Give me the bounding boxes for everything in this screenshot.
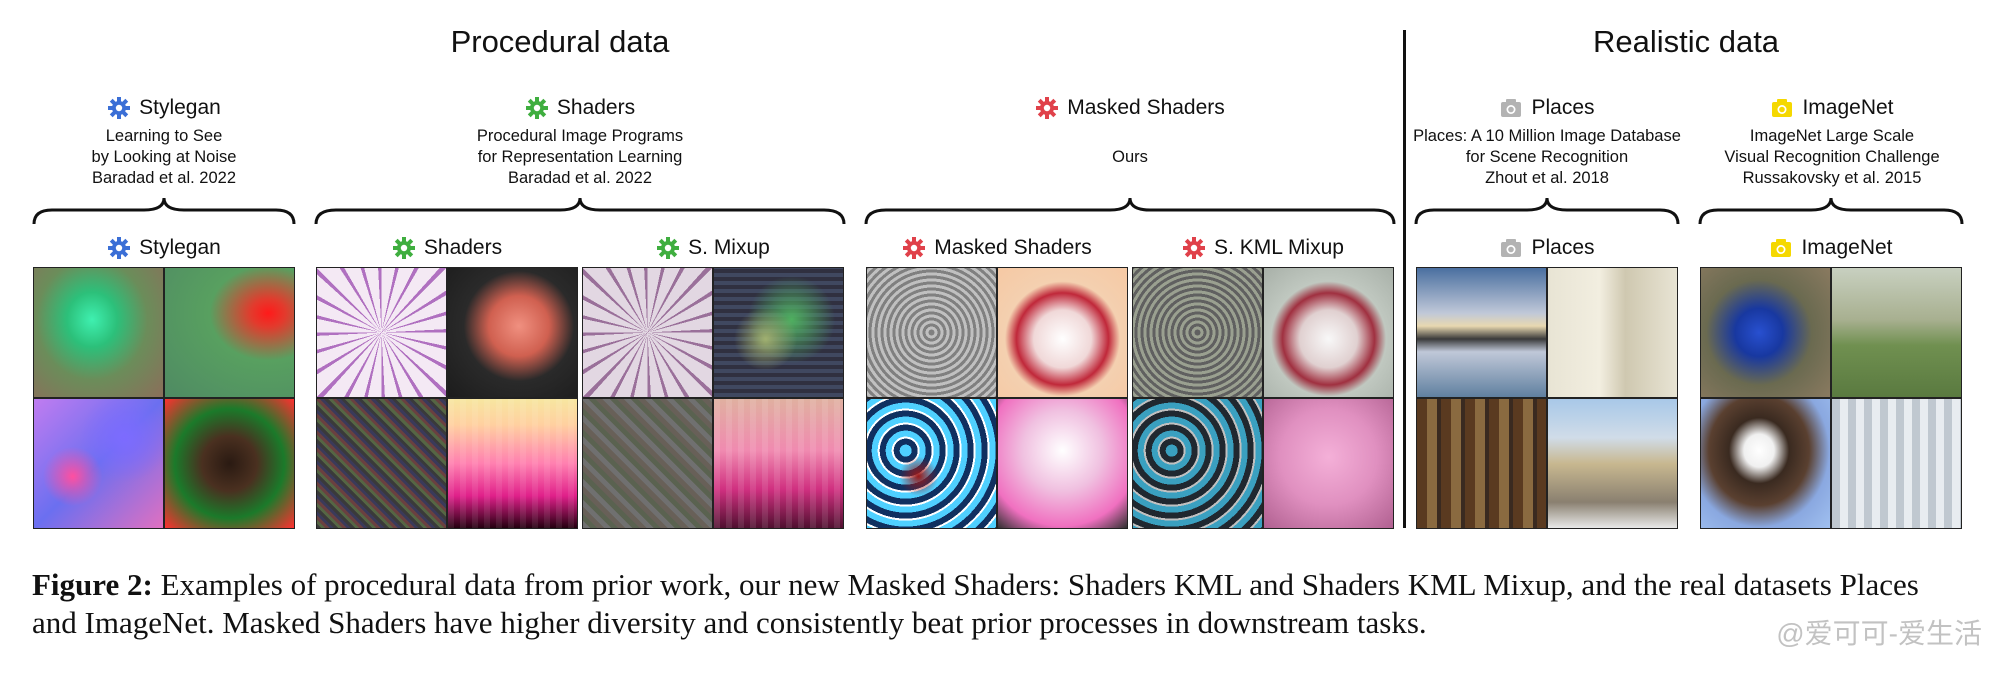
group-places: Places Places: A 10 Million Image Databa… <box>1397 96 1697 189</box>
sample-image <box>867 268 996 397</box>
sample-photo <box>1417 268 1546 397</box>
figure-label: Figure 2: <box>32 567 153 602</box>
figure-caption-text: Examples of procedural data from prior w… <box>32 567 1919 640</box>
sample-image <box>448 399 577 528</box>
group-shaders-line-3: Baradad et al. 2022 <box>507 169 653 187</box>
panel-label-s-kml-mixup: S. KML Mixup <box>1132 236 1394 260</box>
figure-caption: Figure 2: Examples of procedural data fr… <box>32 566 1967 642</box>
panel-label-stylegan: Stylegan <box>33 236 295 260</box>
sample-image <box>714 399 843 528</box>
sample-photo <box>1832 268 1961 397</box>
sample-image <box>867 399 996 528</box>
group-places-line-3: Zhout et al. 2018 <box>1485 169 1609 187</box>
panel-label-s-mixup: S. Mixup <box>582 236 844 260</box>
sample-image <box>583 268 712 397</box>
sample-image <box>34 399 163 528</box>
sample-photo <box>1701 268 1830 397</box>
group-stylegan-line-2: by Looking at Noise <box>91 148 237 166</box>
sample-image <box>317 268 446 397</box>
sample-image <box>1264 268 1393 397</box>
sample-image <box>448 268 577 397</box>
group-imagenet: ImageNet ImageNet Large Scale Visual Rec… <box>1682 96 1982 189</box>
panel-label-shaders: Shaders <box>316 236 578 260</box>
sample-image <box>714 268 843 397</box>
procedural-data-heading: Procedural data <box>450 24 670 59</box>
group-masked-line-1: Ours <box>1112 148 1148 166</box>
sample-image <box>317 399 446 528</box>
group-masked-title: Masked Shaders <box>1067 96 1225 119</box>
group-shaders-line-1: Procedural Image Programs <box>476 127 684 145</box>
gear-icon <box>656 236 680 260</box>
sample-image <box>165 268 294 397</box>
brace-stylegan <box>32 196 296 226</box>
group-imagenet-line-3: Russakovsky et al. 2015 <box>1742 169 1922 187</box>
panel-shaders <box>316 267 578 529</box>
brace-shaders <box>314 196 846 226</box>
realistic-data-heading: Realistic data <box>1592 24 1780 59</box>
group-places-line-2: for Scene Recognition <box>1465 148 1629 166</box>
sample-image <box>583 399 712 528</box>
group-imagenet-title: ImageNet <box>1802 96 1894 119</box>
sample-image <box>998 268 1127 397</box>
sample-photo <box>1548 268 1677 397</box>
brace-masked-shaders <box>864 196 1396 226</box>
group-imagenet-line-1: ImageNet Large Scale <box>1749 127 1915 145</box>
gear-icon <box>902 236 926 260</box>
group-stylegan-line-3: Baradad et al. 2022 <box>91 169 237 187</box>
watermark: @爱可可-爱生活 <box>1776 618 1982 649</box>
sample-image <box>34 268 163 397</box>
panel-stylegan <box>33 267 295 529</box>
panel-s-mixup <box>582 267 844 529</box>
panel-label-places: Places <box>1416 236 1678 260</box>
sample-image <box>165 399 294 528</box>
sample-photo <box>1832 399 1961 528</box>
group-shaders-line-2: for Representation Learning <box>477 148 683 166</box>
panel-imagenet <box>1700 267 1962 529</box>
section-divider <box>1403 30 1406 528</box>
group-stylegan: Stylegan Learning to See by Looking at N… <box>34 96 294 189</box>
panel-s-kml-mixup <box>1132 267 1394 529</box>
gear-icon <box>1182 236 1206 260</box>
panel-label-imagenet: ImageNet <box>1700 236 1962 260</box>
group-masked-shaders: Masked Shaders Ours <box>990 96 1270 168</box>
gear-icon <box>107 236 131 260</box>
sample-image <box>998 399 1127 528</box>
sample-photo <box>1701 399 1830 528</box>
panel-places <box>1416 267 1678 529</box>
gear-icon <box>392 236 416 260</box>
sample-photo <box>1548 399 1677 528</box>
camera-icon <box>1770 96 1794 120</box>
sample-photo <box>1417 399 1546 528</box>
group-shaders-title: Shaders <box>556 96 636 119</box>
sample-image <box>1264 399 1393 528</box>
group-places-title: Places <box>1531 96 1595 119</box>
gear-icon <box>1035 96 1059 120</box>
panel-label-masked-shaders: Masked Shaders <box>866 236 1128 260</box>
gear-icon <box>525 96 549 120</box>
sample-image <box>1133 399 1262 528</box>
sample-image <box>1133 268 1262 397</box>
gear-icon <box>107 96 131 120</box>
group-imagenet-line-2: Visual Recognition Challenge <box>1724 148 1940 166</box>
group-shaders: Shaders Procedural Image Programs for Re… <box>430 96 730 189</box>
camera-icon <box>1499 96 1523 120</box>
group-stylegan-line-1: Learning to See <box>105 127 223 145</box>
brace-places <box>1414 196 1680 226</box>
camera-icon <box>1499 236 1523 260</box>
panel-masked-shaders <box>866 267 1128 529</box>
camera-icon <box>1769 236 1793 260</box>
brace-imagenet <box>1698 196 1964 226</box>
group-stylegan-title: Stylegan <box>139 96 221 119</box>
group-places-line-1: Places: A 10 Million Image Database <box>1413 127 1681 145</box>
